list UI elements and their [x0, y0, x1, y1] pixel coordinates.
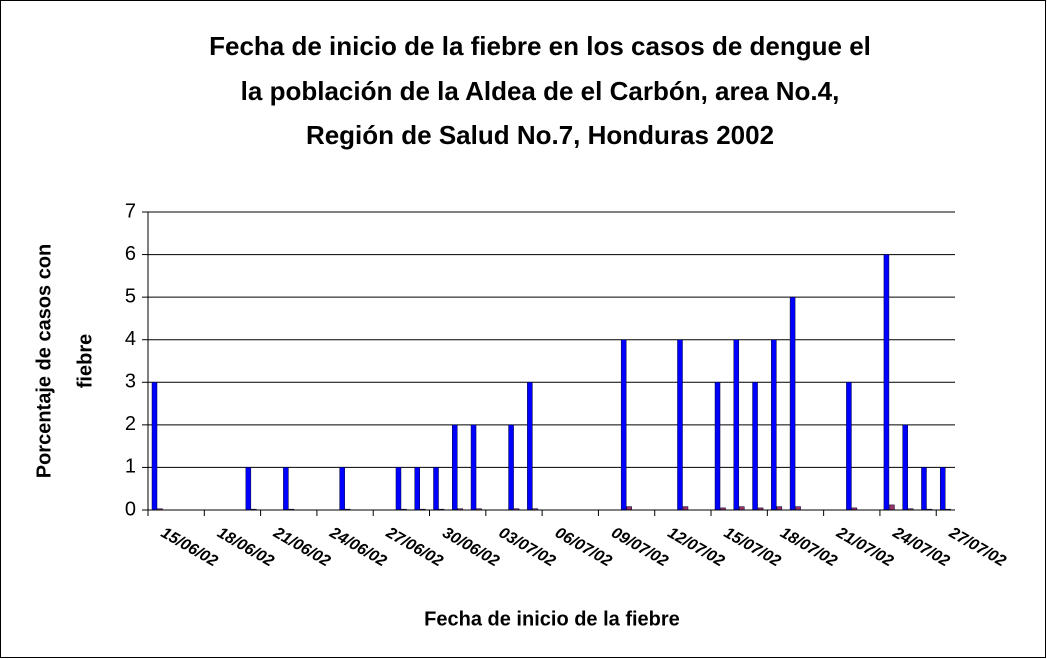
bar [452, 424, 458, 511]
y-tick-label: 5 [125, 285, 136, 307]
bar [939, 467, 946, 511]
bar [752, 382, 758, 511]
bar [620, 339, 627, 511]
y-tick-label: 3 [125, 371, 136, 393]
bar [433, 467, 439, 511]
chart-title: Región de Salud No.7, Honduras 2002 [306, 120, 774, 150]
chart-title: Fecha de inicio de la fiebre en los caso… [209, 31, 871, 61]
bar [739, 506, 745, 511]
bar [776, 506, 783, 511]
y-tick-label: 2 [125, 413, 136, 435]
bar [339, 467, 345, 511]
bar [682, 506, 689, 511]
bar [921, 467, 927, 511]
bar [733, 339, 740, 511]
bar [508, 424, 514, 511]
bar [902, 424, 908, 511]
bar [283, 467, 289, 511]
bar [414, 467, 420, 511]
bar [151, 382, 158, 511]
bar [527, 382, 533, 511]
bar [470, 424, 477, 511]
x-axis-label: Fecha de inicio de la fiebre [424, 608, 680, 630]
bar [795, 506, 801, 511]
y-tick-label: 6 [125, 243, 136, 265]
bar [789, 296, 796, 511]
y-axis-label: Porcentaje de casos con [33, 244, 55, 479]
y-tick-label: 7 [125, 200, 136, 222]
bar [771, 339, 777, 511]
bar [395, 467, 402, 511]
y-tick-label: 4 [125, 328, 136, 350]
bar [245, 467, 252, 511]
y-axis-label: fiebre [74, 334, 96, 388]
y-tick-label: 1 [125, 456, 136, 478]
bar [883, 254, 890, 511]
chart-title: la población de la Aldea de el Carbón, a… [241, 76, 840, 106]
bar [677, 339, 683, 511]
bar [714, 382, 721, 511]
bar [889, 504, 895, 511]
bar [846, 382, 852, 511]
y-tick-label: 0 [125, 498, 136, 520]
bar [626, 506, 632, 511]
